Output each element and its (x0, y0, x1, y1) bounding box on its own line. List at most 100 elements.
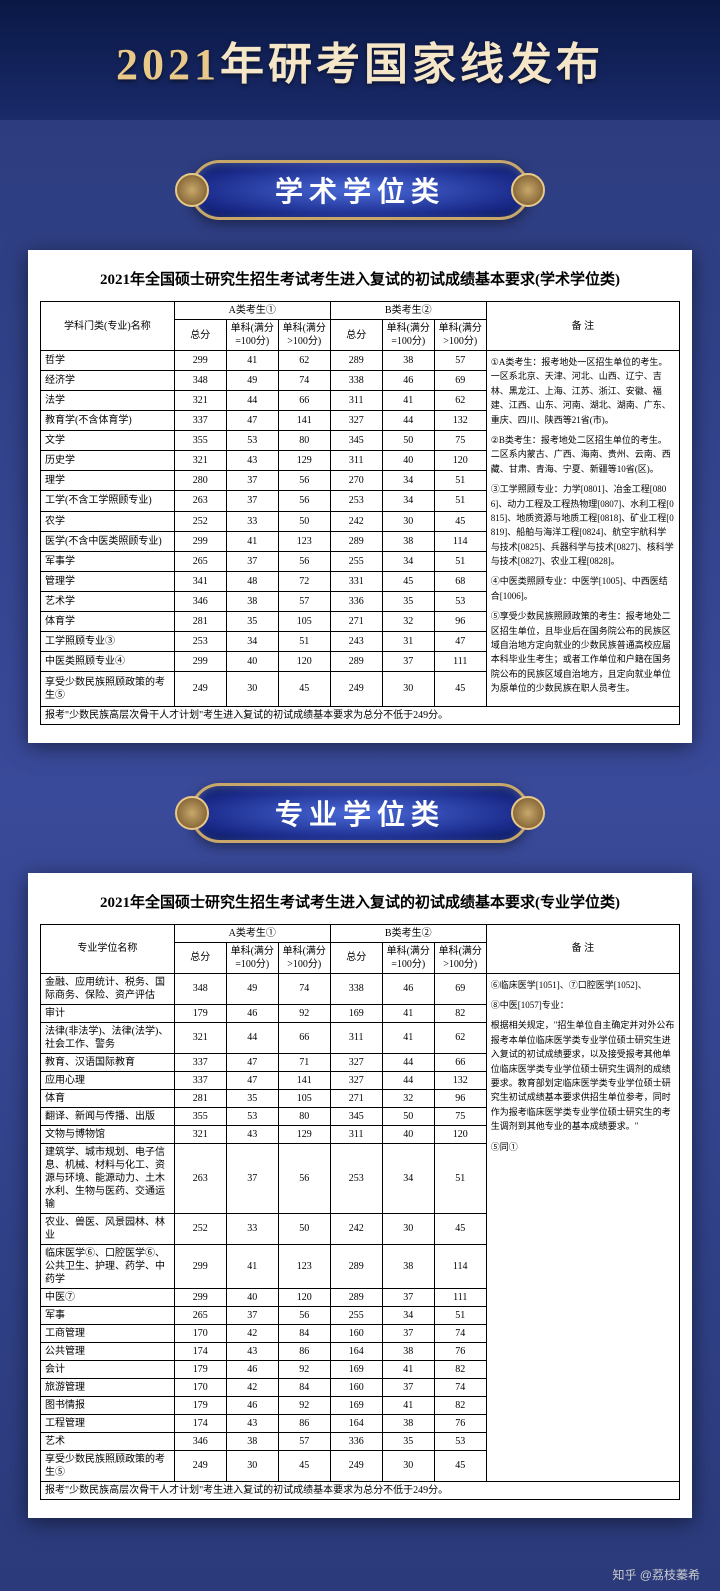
footer-credit: 知乎 @荔枝蓁希 (0, 1558, 720, 1591)
score-cell: 69 (434, 973, 486, 1004)
score-cell: 46 (226, 1004, 278, 1022)
notes-cell: ⑥临床医学[1051]、⑦口腔医学[1052]、⑧中医[1057]专业：根据相关… (486, 973, 679, 1481)
score-cell: 80 (278, 431, 330, 451)
score-cell: 336 (330, 591, 382, 611)
score-cell: 80 (278, 1107, 330, 1125)
score-cell: 30 (382, 1213, 434, 1244)
th-discipline: 学科门类(专业)名称 (41, 302, 175, 351)
score-cell: 169 (330, 1360, 382, 1378)
score-cell: 56 (278, 1306, 330, 1324)
score-cell: 50 (278, 511, 330, 531)
score-cell: 96 (434, 1089, 486, 1107)
score-cell: 41 (226, 1244, 278, 1288)
score-cell: 30 (226, 672, 278, 707)
score-cell: 43 (226, 1342, 278, 1360)
score-cell: 43 (226, 451, 278, 471)
score-cell: 280 (174, 471, 226, 491)
academic-paper: 2021年全国硕士研究生招生考试考生进入复试的初试成绩基本要求(学术学位类) 学… (28, 250, 692, 743)
score-cell: 48 (226, 571, 278, 591)
academic-table: 学科门类(专业)名称 A类考生① B类考生② 备 注 总分 单科(满分=100分… (40, 301, 680, 725)
row-name: 哲学 (41, 351, 175, 371)
score-cell: 40 (382, 451, 434, 471)
score-cell: 43 (226, 1414, 278, 1432)
score-cell: 34 (382, 471, 434, 491)
score-cell: 337 (174, 411, 226, 431)
professional-table: 专业学位名称 A类考生① B类考生② 备 注 总分 单科(满分=100分) 单科… (40, 924, 680, 1500)
score-cell: 42 (226, 1378, 278, 1396)
note-text: ⑧中医[1057]专业： (491, 998, 675, 1012)
score-cell: 120 (278, 651, 330, 671)
row-name: 体育学 (41, 611, 175, 631)
score-cell: 327 (330, 411, 382, 431)
score-cell: 51 (278, 631, 330, 651)
score-cell: 255 (330, 1306, 382, 1324)
score-cell: 51 (434, 551, 486, 571)
score-cell: 45 (434, 1450, 486, 1481)
score-cell: 120 (434, 451, 486, 471)
score-cell: 32 (382, 1089, 434, 1107)
th-group-b-p: B类考生② (330, 924, 486, 942)
score-cell: 69 (434, 371, 486, 391)
row-name: 农学 (41, 511, 175, 531)
row-name: 理学 (41, 471, 175, 491)
score-cell: 37 (226, 491, 278, 511)
score-cell: 299 (174, 651, 226, 671)
score-cell: 92 (278, 1396, 330, 1414)
score-cell: 160 (330, 1378, 382, 1396)
score-cell: 84 (278, 1324, 330, 1342)
row-name: 经济学 (41, 371, 175, 391)
score-cell: 355 (174, 1107, 226, 1125)
score-cell: 50 (278, 1213, 330, 1244)
score-cell: 243 (330, 631, 382, 651)
note-text: ③工学照顾专业：力学[0801]、冶金工程[0806]、动力工程及工程热物理[0… (491, 482, 675, 568)
score-cell: 44 (226, 391, 278, 411)
th-b-gt100: 单科(满分>100分) (434, 320, 486, 351)
score-cell: 345 (330, 1107, 382, 1125)
score-cell: 68 (434, 571, 486, 591)
banner-title: 2021年研考国家线发布 (116, 28, 604, 92)
score-cell: 41 (382, 391, 434, 411)
professional-paper: 2021年全国硕士研究生招生考试考生进入复试的初试成绩基本要求(专业学位类) 专… (28, 873, 692, 1518)
score-cell: 129 (278, 1125, 330, 1143)
score-cell: 45 (434, 511, 486, 531)
score-cell: 75 (434, 431, 486, 451)
score-cell: 327 (330, 1053, 382, 1071)
score-cell: 56 (278, 551, 330, 571)
th-b-100-p: 单科(满分=100分) (382, 942, 434, 973)
row-name: 军事学 (41, 551, 175, 571)
score-cell: 111 (434, 651, 486, 671)
score-cell: 105 (278, 611, 330, 631)
score-cell: 321 (174, 391, 226, 411)
score-cell: 31 (382, 631, 434, 651)
score-cell: 74 (278, 973, 330, 1004)
score-cell: 41 (382, 1360, 434, 1378)
th-b-100: 单科(满分=100分) (382, 320, 434, 351)
th-a-gt100: 单科(满分>100分) (278, 320, 330, 351)
score-cell: 72 (278, 571, 330, 591)
score-cell: 242 (330, 1213, 382, 1244)
row-name: 建筑学、城市规划、电子信息、机械、材料与化工、资源与环境、能源动力、土木水利、生… (41, 1143, 175, 1213)
professional-paper-title: 2021年全国硕士研究生招生考试考生进入复试的初试成绩基本要求(专业学位类) (40, 891, 680, 912)
score-cell: 45 (278, 1450, 330, 1481)
score-cell: 51 (434, 491, 486, 511)
th-group-b: B类考生② (330, 302, 486, 320)
notes-cell: ①A类考生：报考地处一区招生单位的考生。一区系北京、天津、河北、山西、辽宁、吉林… (486, 351, 679, 707)
score-cell: 30 (382, 511, 434, 531)
score-cell: 41 (382, 1004, 434, 1022)
score-cell: 281 (174, 611, 226, 631)
score-cell: 337 (174, 1053, 226, 1071)
score-cell: 327 (330, 1071, 382, 1089)
score-cell: 179 (174, 1360, 226, 1378)
score-cell: 337 (174, 1071, 226, 1089)
score-cell: 321 (174, 451, 226, 471)
th-a-gt100-p: 单科(满分>100分) (278, 942, 330, 973)
score-cell: 348 (174, 973, 226, 1004)
table-row: 哲学29941622893857①A类考生：报考地处一区招生单位的考生。一区系北… (41, 351, 680, 371)
score-cell: 253 (330, 491, 382, 511)
score-cell: 84 (278, 1378, 330, 1396)
banner-year: 2021 (116, 40, 220, 89)
row-name: 军事 (41, 1306, 175, 1324)
score-cell: 249 (174, 1450, 226, 1481)
score-cell: 44 (382, 1071, 434, 1089)
score-cell: 38 (226, 591, 278, 611)
